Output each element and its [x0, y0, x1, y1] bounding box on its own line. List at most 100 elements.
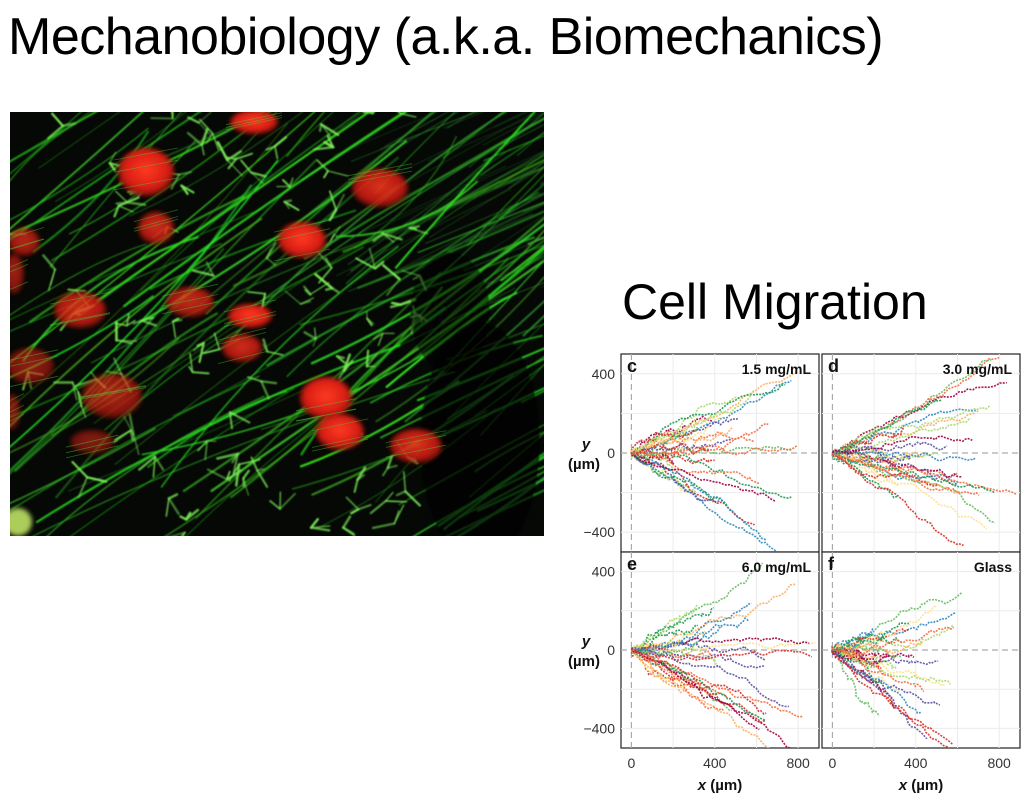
actin-filopodium — [371, 522, 396, 530]
cell-trajectory — [630, 442, 710, 456]
trajectory-plots: c 1.5 mg/mL 400 0 −400 y (µm) d 3.0 mg/mL e 6.0 mg… — [568, 353, 1021, 794]
nucleus — [138, 212, 174, 244]
y-axis-label: y — [581, 436, 591, 453]
actin-fiber — [149, 209, 357, 291]
actin-filopodium — [133, 433, 140, 456]
actin-filopodium — [336, 355, 345, 364]
x-axis-label: x (µm) — [898, 777, 943, 794]
cell-trajectory — [831, 648, 941, 706]
actin-filopodium — [299, 300, 312, 305]
cell-trajectory — [832, 450, 996, 524]
actin-filopodium — [269, 500, 281, 510]
actin-filopodium — [191, 269, 215, 277]
nucleus — [222, 334, 262, 362]
cell-trajectory — [631, 604, 699, 652]
cell-trajectory — [832, 624, 954, 653]
y-axis-label: y — [581, 633, 591, 650]
actin-filopodium — [373, 260, 385, 270]
actin-filopodium — [232, 452, 239, 474]
nucleus — [230, 110, 278, 134]
cell-trajectory — [831, 591, 963, 650]
actin-fiber — [273, 228, 331, 242]
actin-filopodium — [140, 319, 157, 327]
actin-filopodium — [400, 112, 417, 118]
actin-filopodium — [192, 342, 205, 352]
actin-filopodium — [198, 118, 214, 135]
actin-fiber — [0, 245, 365, 422]
actin-filopodium — [350, 508, 360, 515]
actin-filopodium — [225, 470, 231, 481]
actin-filopodium — [369, 499, 387, 515]
cell-trajectory — [832, 626, 955, 658]
actin-fiber — [0, 242, 222, 337]
cell-trajectory — [631, 453, 767, 541]
panel-d: d 3.0 mg/mL — [821, 353, 1021, 553]
dark-region — [410, 252, 490, 372]
actin-filopodium — [113, 429, 132, 444]
actin-fiber — [65, 440, 119, 454]
actin-filopodium — [331, 287, 340, 294]
actin-fiber — [28, 194, 245, 324]
actin-filopodium — [256, 468, 266, 471]
actin-filopodium — [266, 350, 284, 356]
cell-migration-figure: c 1.5 mg/mL 400 0 −400 y (µm) d 3.0 mg/mL e 6.0 mg… — [556, 344, 1022, 800]
actin-filopodium — [283, 200, 300, 211]
actin-filopodium — [200, 127, 209, 146]
actin-filopodium — [152, 456, 156, 478]
actin-fiber — [295, 398, 357, 412]
actin-filopodium — [366, 352, 379, 368]
actin-filopodium — [240, 159, 253, 174]
actin-fiber — [4, 371, 456, 551]
cell-trajectory — [630, 425, 710, 453]
actin-fiber — [335, 180, 479, 238]
actin-filopodium — [260, 380, 270, 400]
actin-fiber — [113, 177, 179, 191]
actin-fiber — [225, 117, 283, 130]
actin-filopodium — [283, 199, 293, 204]
nucleus — [54, 292, 106, 328]
actin-filopodium — [118, 205, 134, 213]
actin-fiber — [223, 311, 277, 324]
cell-trajectory — [832, 647, 946, 687]
x-tick-label: 0 — [628, 755, 636, 771]
actin-fiber — [49, 312, 111, 325]
actin-filopodium — [382, 467, 389, 477]
actin-fiber — [161, 294, 219, 307]
actin-fiber — [122, 105, 414, 308]
cell-trajectory — [832, 356, 1000, 456]
nucleus — [70, 430, 114, 454]
cell-trajectory — [630, 648, 767, 722]
actin-filopodium — [395, 490, 407, 497]
panel-letter: c — [627, 356, 637, 376]
actin-fiber — [49, 291, 111, 305]
actin-filopodium — [186, 131, 203, 146]
actin-filopodium — [401, 270, 421, 277]
cell-trajectory — [832, 650, 954, 746]
cell-trajectory — [831, 453, 938, 487]
actin-filopodium — [117, 196, 140, 207]
actin-filopodium — [250, 456, 259, 472]
fluorescence-micrograph — [0, 0, 887, 573]
actin-filopodium — [320, 123, 340, 137]
cell-trajectory — [631, 646, 732, 712]
actin-filopodium — [262, 338, 269, 353]
y-axis-unit: (µm) — [568, 653, 600, 670]
cell-trajectory — [832, 453, 988, 530]
actin-fiber — [380, 103, 543, 182]
actin-filopodium — [47, 268, 56, 292]
y-tick-label: −400 — [583, 524, 615, 540]
actin-fiber — [217, 327, 267, 341]
actin-filopodium — [312, 338, 317, 347]
actin-filopodium — [342, 353, 351, 373]
actin-fiber — [1, 355, 59, 369]
actin-filopodium — [198, 341, 205, 364]
cell-trajectory — [630, 450, 778, 552]
actin-filopodium — [172, 320, 177, 339]
actin-filopodium — [303, 331, 318, 341]
cell-trajectory — [631, 396, 741, 453]
actin-fiber — [65, 434, 119, 448]
actin-filopodium — [140, 316, 155, 322]
actin-filopodium — [61, 122, 77, 127]
actin-filopodium — [128, 413, 135, 436]
actin-filopodium — [235, 152, 254, 160]
